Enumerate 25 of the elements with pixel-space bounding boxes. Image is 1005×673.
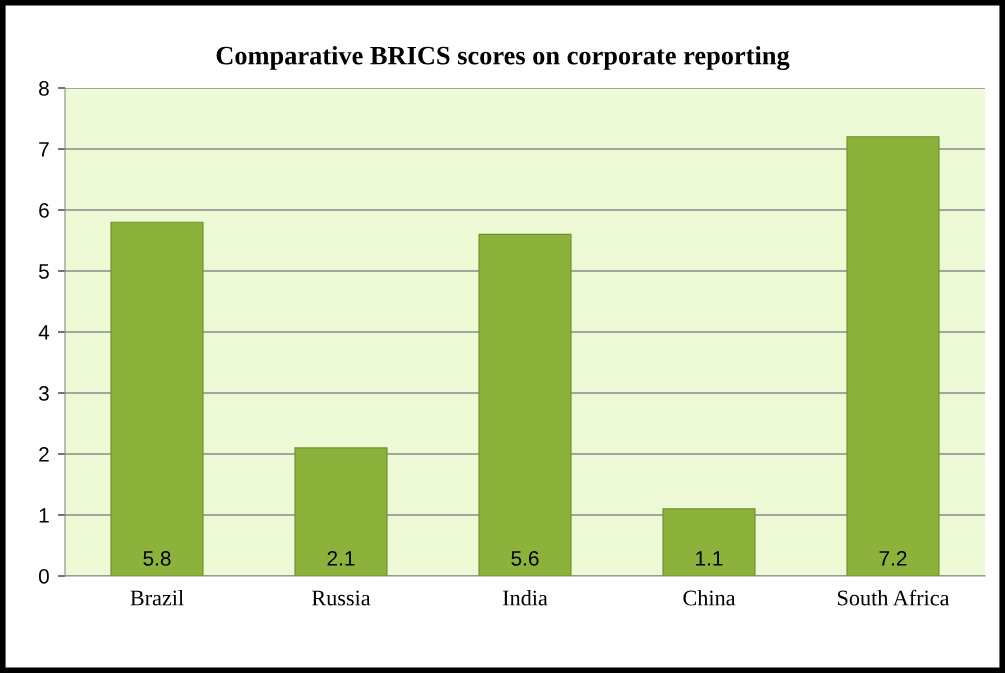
y-tick-label: 1	[39, 508, 49, 523]
y-tick-label: 0	[38, 569, 49, 584]
y-tick-label: 7	[39, 142, 49, 157]
bar	[662, 508, 756, 576]
y-tick-label: 4	[38, 325, 50, 340]
bar	[110, 221, 204, 576]
x-tick-label: Brazil	[130, 589, 184, 606]
y-tick-label: 3	[38, 386, 49, 401]
data-label: 7.2	[879, 551, 907, 566]
y-tick-label: 6	[39, 203, 49, 218]
y-tick-label: 8	[39, 81, 49, 96]
bar	[478, 233, 572, 576]
bar	[846, 136, 940, 576]
bar	[294, 447, 388, 576]
x-tick-label: Russia	[312, 590, 371, 606]
data-label: 5.6	[511, 551, 539, 566]
x-tick-label: China	[683, 589, 736, 606]
x-tick-label: India	[502, 589, 548, 606]
chart-title: Comparative BRICS scores on corporate reporting	[216, 45, 790, 71]
data-label: 1.1	[696, 551, 723, 566]
data-label: 2.1	[327, 551, 355, 566]
y-tick-label: 2	[39, 447, 49, 462]
x-tick-label: South Africa	[838, 589, 950, 606]
data-label: 5.8	[143, 551, 171, 566]
y-tick-label: 5	[38, 264, 49, 279]
